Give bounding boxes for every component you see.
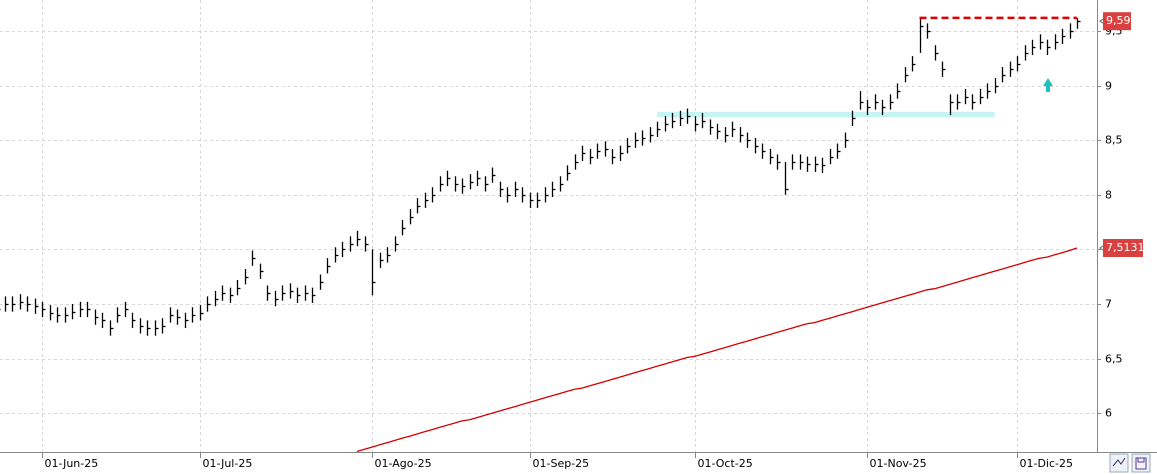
moving-average-line bbox=[356, 247, 1078, 453]
x-tick-label: 01-Ago-25 bbox=[375, 457, 432, 470]
y-tick-label: 7 bbox=[1105, 298, 1112, 311]
labels-layer: 66,577,588,599,501-Jun-2501-Jul-2501-Ago… bbox=[42, 12, 1145, 470]
y-tick-label: 9 bbox=[1105, 80, 1112, 93]
y-tick-label: 6 bbox=[1105, 407, 1112, 420]
marks-layer bbox=[0, 16, 1081, 453]
y-tick-label: 6,5 bbox=[1105, 353, 1123, 366]
y-tick-label: 8,5 bbox=[1105, 134, 1123, 147]
y-tick-label: 8 bbox=[1105, 189, 1112, 202]
support-zone bbox=[657, 111, 995, 118]
x-tick-label: 01-Oct-25 bbox=[698, 457, 753, 470]
zoom-button[interactable] bbox=[1109, 453, 1129, 473]
x-tick-label: 01-Jul-25 bbox=[203, 457, 253, 470]
up-arrow-icon bbox=[1043, 78, 1053, 92]
price-label: 9,59 bbox=[1106, 14, 1131, 27]
x-tick-label: 01-Jun-25 bbox=[45, 457, 99, 470]
x-tick-label: 01-Dic-25 bbox=[1020, 457, 1074, 470]
zoom-icon bbox=[1112, 457, 1126, 467]
x-tick-label: 01-Nov-25 bbox=[870, 457, 927, 470]
price-label-box bbox=[1103, 238, 1143, 257]
save-icon bbox=[1135, 457, 1147, 470]
price-label: 7,5131 bbox=[1106, 241, 1145, 254]
x-tick-label: 01-Sep-25 bbox=[533, 457, 590, 470]
price-label-box bbox=[1103, 12, 1131, 31]
